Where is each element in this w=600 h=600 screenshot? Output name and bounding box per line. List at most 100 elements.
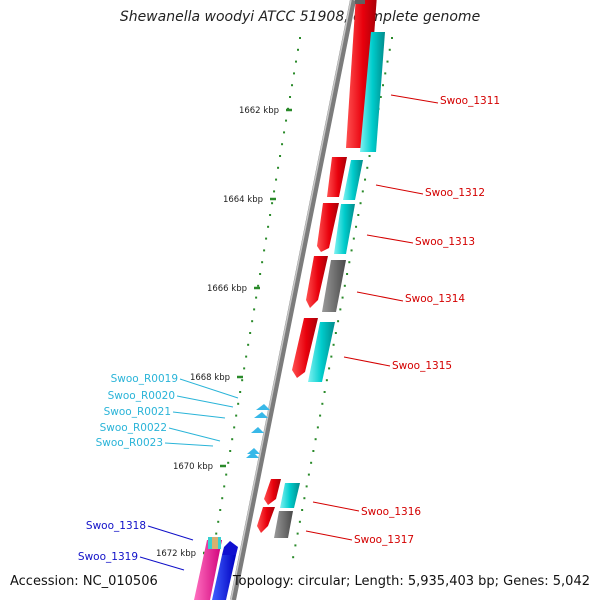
label-swoo-r0021[interactable]: Swoo_R0021 (104, 406, 171, 418)
label-swoo-1319[interactable]: Swoo_1319 (78, 551, 138, 563)
tick-mark (361, 190, 364, 193)
tick-mark (321, 402, 324, 405)
label-swoo-r0022[interactable]: Swoo_R0022 (100, 422, 167, 434)
cds-top-stripe (355, 0, 365, 4)
label-swoo-1316-leader (312, 501, 360, 512)
label-swoo-1319-leader (139, 556, 185, 571)
rna-swoo-r0022[interactable] (247, 448, 260, 454)
tick-mark (265, 237, 268, 240)
tick-mark (348, 261, 351, 264)
tick-mark (368, 155, 371, 157)
tick-mark (314, 438, 317, 441)
cds-forward-swoo-1314[interactable] (306, 256, 328, 308)
rna-swoo-r0023[interactable] (246, 452, 259, 458)
tick-mark (298, 520, 301, 523)
label-swoo-r0023[interactable]: Swoo_R0023 (96, 437, 163, 449)
tick-mark (382, 84, 385, 87)
tick-mark (257, 284, 260, 287)
label-swoo-1313[interactable]: Swoo_1313 (415, 236, 475, 248)
tick-mark (339, 308, 342, 311)
cds-swoo-1319[interactable] (212, 555, 236, 600)
tick-mark (366, 166, 369, 169)
cds-reverse-swoo-1311[interactable] (360, 32, 385, 152)
tick-marks (211, 37, 393, 559)
tick-mark (219, 509, 222, 511)
kbp-label: 1662 kbp (239, 106, 279, 116)
cds-swoo-1318[interactable] (194, 540, 222, 600)
tick-mark (291, 84, 294, 87)
rna-swoo-r0021[interactable] (251, 427, 264, 433)
tick-mark (332, 343, 335, 346)
tick-mark (294, 544, 297, 547)
tick-mark (312, 450, 315, 452)
tick-mark (279, 155, 282, 157)
label-swoo-1314[interactable]: Swoo_1314 (405, 293, 465, 305)
tick-mark (346, 273, 349, 275)
tick-mark (253, 308, 256, 311)
tick-mark (343, 284, 346, 287)
kbp-label: 1670 kbp (173, 462, 213, 472)
rna-swoo-r0019[interactable] (256, 404, 270, 410)
tick-mark (225, 473, 228, 476)
cds-forward-swoo-1317[interactable] (257, 507, 275, 533)
tick-mark (261, 261, 264, 264)
label-swoo-1318[interactable]: Swoo_1318 (86, 520, 146, 532)
tick-mark (295, 60, 298, 63)
cds-reverse-swoo-1316[interactable] (280, 483, 300, 508)
tick-mark (330, 355, 333, 358)
tick-mark (303, 497, 306, 500)
cds-forward-swoo-1311[interactable] (346, 0, 377, 148)
tick-mark (328, 367, 331, 370)
label-swoo-r0020-leader (176, 395, 234, 408)
tick-mark (239, 391, 242, 393)
tick-mark (337, 320, 340, 323)
tick-mark (267, 225, 270, 228)
rna-swoo-r0020[interactable] (254, 412, 268, 418)
label-swoo-1315[interactable]: Swoo_1315 (392, 360, 452, 372)
gene-labels: Swoo_1311 Swoo_1312 Swoo_1313 Swoo_1314 Swoo… (78, 94, 500, 571)
tick-mark (384, 72, 387, 75)
cds-reverse-swoo-1313[interactable] (334, 204, 355, 254)
label-swoo-1311[interactable]: Swoo_1311 (440, 95, 500, 107)
tick-mark (310, 461, 313, 464)
tick-mark (350, 249, 353, 252)
tick-mark (245, 355, 248, 358)
tick-mark (316, 426, 319, 429)
cds-forward-swoo-1312[interactable] (327, 157, 347, 197)
tick-mark (359, 202, 362, 205)
tick-mark (305, 485, 308, 488)
tick-mark (223, 485, 226, 488)
label-swoo-1316[interactable]: Swoo_1316 (361, 506, 421, 518)
tick-mark (227, 461, 230, 464)
tick-mark (243, 367, 246, 370)
tick-mark (229, 450, 232, 452)
tick-mark (299, 37, 301, 39)
label-swoo-r0019[interactable]: Swoo_R0019 (111, 373, 178, 385)
label-swoo-r0023-leader (164, 442, 214, 447)
tick-mark (259, 273, 262, 275)
pseudo-swoo-1314[interactable] (322, 260, 346, 312)
cds-reverse-swoo-1312[interactable] (343, 160, 363, 200)
cds-reverse-swoo-1315[interactable] (308, 322, 335, 382)
topology-summary: Topology: circular; Length: 5,935,403 bp… (232, 574, 590, 589)
tick-mark (255, 296, 258, 299)
pseudo-swoo-1317[interactable] (274, 511, 293, 538)
tick-mark (269, 214, 272, 216)
accession-text: Accession: NC_010506 (10, 574, 158, 589)
label-swoo-1317[interactable]: Swoo_1317 (354, 534, 414, 546)
tick-mark (263, 249, 266, 252)
tick-mark (334, 332, 337, 334)
cds-forward-swoo-1313[interactable] (317, 203, 339, 252)
cds-forward-swoo-1315[interactable] (292, 318, 318, 378)
label-swoo-r0020[interactable]: Swoo_R0020 (108, 390, 175, 402)
tick-mark (277, 166, 280, 169)
tick-mark (249, 332, 252, 334)
label-swoo-1312[interactable]: Swoo_1312 (425, 187, 485, 199)
tick-mark (271, 202, 274, 205)
tick-mark (391, 37, 393, 39)
tick-mark (386, 60, 389, 63)
tick-mark (323, 391, 326, 393)
kbp-label: 1664 kbp (223, 195, 263, 205)
cds-forward-swoo-1316[interactable] (264, 479, 281, 505)
tick-mark (275, 178, 278, 181)
